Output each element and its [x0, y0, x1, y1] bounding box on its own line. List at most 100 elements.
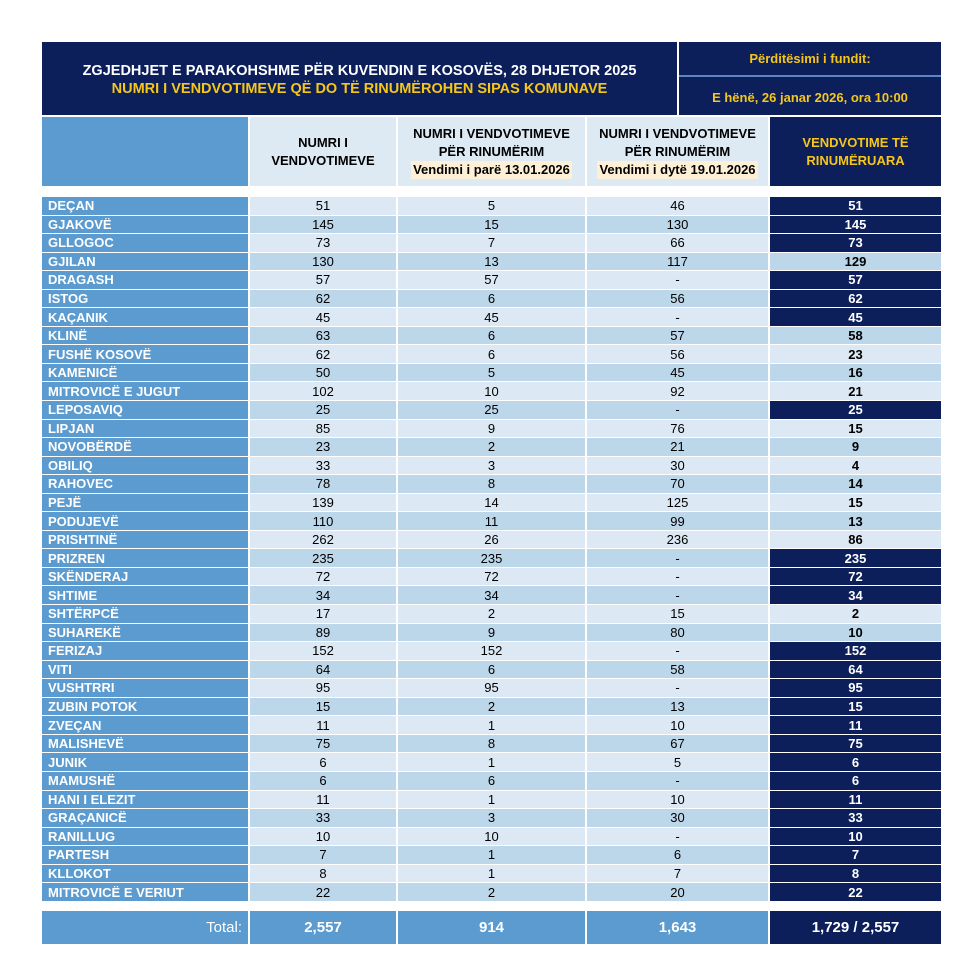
stations-count: 50 [250, 363, 398, 383]
recounted-count: 58 [770, 326, 941, 346]
total-label: Total: [42, 911, 250, 944]
stations-count: 6 [250, 771, 398, 791]
recounted-count: 11 [770, 790, 941, 810]
stations-count: 72 [250, 567, 398, 587]
first-decision-count: 152 [398, 642, 587, 661]
municipality-name: NOVOBËRDË [42, 438, 250, 457]
second-decision-count: - [587, 271, 770, 290]
municipality-name: SHTIME [42, 586, 250, 606]
table-row: PARTESH 7 1 6 7 [42, 846, 941, 865]
first-decision-count: 5 [398, 363, 587, 383]
stations-count: 33 [250, 809, 398, 828]
recounted-count: 10 [770, 827, 941, 847]
municipality-name: GJILAN [42, 252, 250, 272]
municipality-name: MITROVICË E VERIUT [42, 883, 250, 902]
second-decision-count: 30 [587, 456, 770, 476]
table-row: LEPOSAVIQ 25 25-25 [42, 401, 941, 420]
stations-count: 73 [250, 234, 398, 253]
first-decision-count: 1 [398, 864, 587, 884]
stations-count: 23 [250, 438, 398, 457]
table-row: PODUJEVË 110 11 99 13 [42, 512, 941, 531]
municipality-name: VITI [42, 660, 250, 680]
first-decision-count: 1 [398, 790, 587, 810]
recounted-count: 15 [770, 697, 941, 717]
first-decision-count: 1 [398, 716, 587, 735]
recounted-count: 10 [770, 623, 941, 643]
stations-count: 62 [250, 289, 398, 309]
first-decision-count: 235 [398, 549, 587, 568]
municipality-name: MAMUSHË [42, 771, 250, 791]
first-decision-count: 6 [398, 771, 587, 791]
municipality-name: SHTËRPCË [42, 605, 250, 624]
recounted-count: 152 [770, 642, 941, 661]
municipality-name: PODUJEVË [42, 512, 250, 531]
table-row: PRISHTINË 262 26 236 86 [42, 530, 941, 550]
second-decision-count: - [587, 827, 770, 847]
stations-count: 110 [250, 512, 398, 531]
first-decision-count: 26 [398, 530, 587, 550]
first-decision-count: 34 [398, 586, 587, 606]
table-row: GRAÇANICË 33 3 30 33 [42, 809, 941, 828]
table-row: MITROVICË E JUGUT 102 10 92 21 [42, 382, 941, 402]
first-decision-count: 3 [398, 456, 587, 476]
table-row: ISTOG 62 6 56 62 [42, 289, 941, 309]
table-row: SUHAREKË 89 9 80 10 [42, 623, 941, 643]
header-first-decision: NUMRI I VENDVOTIMEVE PËR RINUMËRIM Vendim… [398, 117, 585, 186]
municipality-name: FUSHË KOSOVË [42, 345, 250, 364]
table-row: MAMUSHË 6 6-6 [42, 771, 941, 791]
first-decision-count: 25 [398, 401, 587, 420]
stations-count: 130 [250, 252, 398, 272]
first-decision-count: 6 [398, 345, 587, 364]
first-decision-count: 2 [398, 605, 587, 624]
recounted-count: 16 [770, 363, 941, 383]
municipality-name: RAHOVEC [42, 475, 250, 494]
first-decision-count: 10 [398, 827, 587, 847]
table-row: PEJË 139 14 125 15 [42, 493, 941, 513]
municipality-table: DEÇAN 51 5 46 51 GJAKOVË 145 15 130 145 GLLOGOC 73 7… [42, 197, 941, 902]
recounted-count: 8 [770, 864, 941, 884]
header-total-stations: NUMRI I VENDVOTIMEVE [250, 117, 396, 186]
second-decision-count: 21 [587, 438, 770, 457]
second-decision-count: 45 [587, 363, 770, 383]
recounted-count: 62 [770, 289, 941, 309]
second-decision-count: 57 [587, 326, 770, 346]
table-row: RANILLUG 10 10-10 [42, 827, 941, 847]
stations-count: 51 [250, 197, 398, 216]
municipality-name: FERIZAJ [42, 642, 250, 661]
recounted-count: 23 [770, 345, 941, 364]
table-row: GJILAN 130 13 117 129 [42, 252, 941, 272]
stations-count: 11 [250, 716, 398, 735]
table-row: SKËNDERAJ 72 72-72 [42, 567, 941, 587]
second-decision-count: 70 [587, 475, 770, 494]
table-row: KAÇANIK 45 45-45 [42, 308, 941, 327]
stations-count: 10 [250, 827, 398, 847]
recounted-count: 34 [770, 586, 941, 606]
second-decision-count: 76 [587, 419, 770, 439]
municipality-name: GRAÇANICË [42, 809, 250, 828]
first-decision-count: 5 [398, 197, 587, 216]
table-row: RAHOVEC 78 8 70 14 [42, 475, 941, 494]
table-row: ZUBIN POTOK 15 2 13 15 [42, 697, 941, 717]
first-decision-count: 72 [398, 567, 587, 587]
stations-count: 145 [250, 215, 398, 235]
second-decision-count: 130 [587, 215, 770, 235]
municipality-name: GJAKOVË [42, 215, 250, 235]
recounted-count: 9 [770, 438, 941, 457]
second-decision-count: 125 [587, 493, 770, 513]
recounted-count: 2 [770, 605, 941, 624]
table-row: NOVOBËRDË 23 2 21 9 [42, 438, 941, 457]
municipality-name: LIPJAN [42, 419, 250, 439]
header-label: VENDVOTIME TË RINUMËRUARA [802, 134, 909, 168]
stations-count: 63 [250, 326, 398, 346]
recounted-count: 73 [770, 234, 941, 253]
recounted-count: 22 [770, 883, 941, 902]
municipality-name: PEJË [42, 493, 250, 513]
stations-count: 33 [250, 456, 398, 476]
recounted-count: 95 [770, 679, 941, 698]
recounted-count: 21 [770, 382, 941, 402]
municipality-name: SUHAREKË [42, 623, 250, 643]
first-decision-count: 2 [398, 883, 587, 902]
report-subtitle: NUMRI I VENDVOTIMEVE QË DO TË RINUMËROHE… [111, 81, 608, 97]
report-title-block: ZGJEDHJET E PARAKOHSHME PËR KUVENDIN E K… [42, 42, 677, 115]
second-decision-count: 80 [587, 623, 770, 643]
